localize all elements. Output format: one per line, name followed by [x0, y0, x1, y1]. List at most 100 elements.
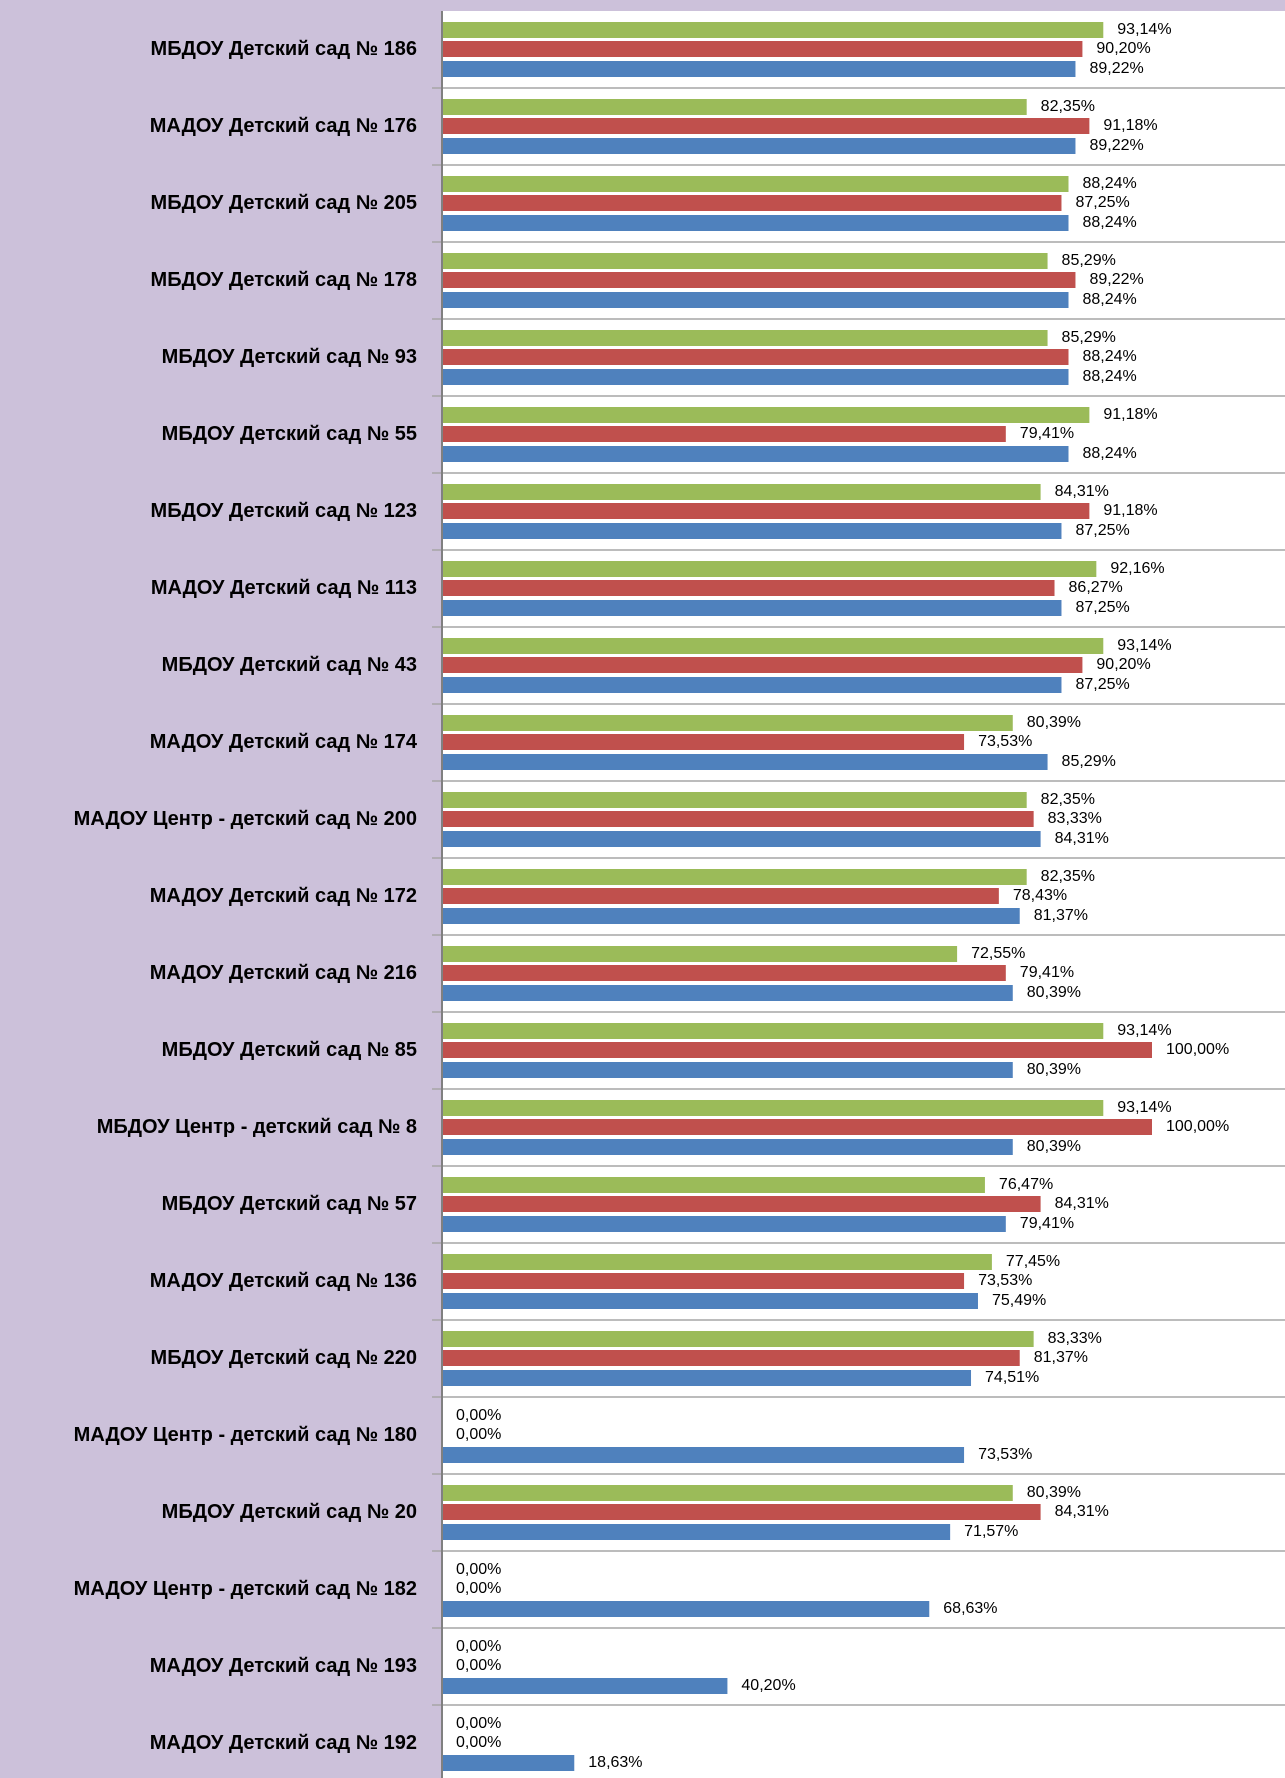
y-tick-label: МБДОУ Детский сад № 186 — [151, 38, 417, 60]
y-tick-label: МБДОУ Детский сад № 57 — [162, 1193, 417, 1215]
y-tick-label: МАДОУ Центр - детский сад № 182 — [74, 1578, 417, 1600]
y-tick-label: МАДОУ Детский сад № 172 — [150, 885, 417, 907]
bar — [442, 1370, 972, 1386]
y-tick-label: МБДОУ Детский сад № 178 — [151, 269, 417, 291]
value-label: 93,14% — [1117, 21, 1171, 38]
value-label: 93,14% — [1117, 637, 1171, 654]
value-label: 0,00% — [456, 1580, 501, 1597]
bar — [442, 1273, 965, 1289]
bar — [442, 965, 1006, 981]
value-label: 87,25% — [1075, 194, 1129, 211]
bar — [442, 61, 1076, 77]
y-tick-label: МБДОУ Детский сад № 20 — [162, 1501, 417, 1523]
value-label: 73,53% — [978, 733, 1032, 750]
bar — [442, 253, 1048, 269]
value-label: 87,25% — [1075, 522, 1129, 539]
value-label: 89,22% — [1089, 137, 1143, 154]
bar — [442, 138, 1076, 154]
value-label: 79,41% — [1020, 425, 1074, 442]
bar — [442, 330, 1048, 346]
bar — [442, 292, 1069, 308]
value-label: 88,24% — [1083, 175, 1137, 192]
value-label: 80,39% — [1027, 1138, 1081, 1155]
bar — [442, 1216, 1006, 1232]
value-label: 93,14% — [1117, 1099, 1171, 1116]
bar — [442, 754, 1048, 770]
bar — [442, 908, 1020, 924]
value-label: 93,14% — [1117, 1022, 1171, 1039]
bar — [442, 715, 1013, 731]
bar — [442, 946, 958, 962]
y-tick-label: МБДОУ Детский сад № 123 — [151, 500, 417, 522]
y-tick-label: МБДОУ Центр - детский сад № 8 — [97, 1116, 417, 1138]
value-label: 0,00% — [456, 1734, 501, 1751]
bar — [442, 811, 1034, 827]
y-tick-label: МАДОУ Детский сад № 216 — [150, 962, 417, 984]
value-label: 73,53% — [978, 1272, 1032, 1289]
bar — [442, 734, 965, 750]
value-label: 85,29% — [1062, 753, 1116, 770]
bar — [442, 523, 1062, 539]
value-label: 76,47% — [999, 1176, 1053, 1193]
bar — [442, 1139, 1013, 1155]
bar — [442, 41, 1083, 57]
value-label: 84,31% — [1055, 1503, 1109, 1520]
value-label: 90,20% — [1096, 40, 1150, 57]
bar — [442, 22, 1104, 38]
value-label: 88,24% — [1083, 445, 1137, 462]
y-tick-label: МБДОУ Детский сад № 93 — [162, 346, 417, 368]
value-label: 85,29% — [1062, 252, 1116, 269]
bar — [442, 831, 1041, 847]
bar — [442, 1196, 1041, 1212]
value-label: 100,00% — [1166, 1118, 1229, 1135]
value-label: 91,18% — [1103, 406, 1157, 423]
y-tick-label: МБДОУ Детский сад № 55 — [162, 423, 417, 445]
bar — [442, 869, 1027, 885]
value-label: 84,31% — [1055, 483, 1109, 500]
value-label: 88,24% — [1083, 348, 1137, 365]
y-tick-label: МБДОУ Детский сад № 220 — [151, 1347, 417, 1369]
value-label: 87,25% — [1075, 676, 1129, 693]
bar — [442, 446, 1069, 462]
bar — [442, 369, 1069, 385]
bar — [442, 118, 1090, 134]
value-label: 80,39% — [1027, 1061, 1081, 1078]
value-label: 77,45% — [1006, 1253, 1060, 1270]
value-label: 81,37% — [1034, 1349, 1088, 1366]
y-tick-label: МАДОУ Детский сад № 192 — [150, 1732, 417, 1754]
value-label: 88,24% — [1083, 291, 1137, 308]
bar — [442, 1023, 1104, 1039]
bar — [442, 1062, 1013, 1078]
value-label: 88,24% — [1083, 214, 1137, 231]
value-label: 80,39% — [1027, 984, 1081, 1001]
bar — [442, 176, 1069, 192]
y-tick-label: МАДОУ Центр - детский сад № 180 — [74, 1424, 417, 1446]
value-label: 0,00% — [456, 1561, 501, 1578]
bar — [442, 1524, 951, 1540]
value-label: 82,35% — [1041, 868, 1095, 885]
value-label: 89,22% — [1089, 271, 1143, 288]
value-label: 78,43% — [1013, 887, 1067, 904]
bar — [442, 1100, 1104, 1116]
bar — [442, 215, 1069, 231]
bar — [442, 792, 1027, 808]
value-label: 81,37% — [1034, 907, 1088, 924]
bar — [442, 657, 1083, 673]
value-label: 79,41% — [1020, 1215, 1074, 1232]
bar — [442, 99, 1027, 115]
y-tick-label: МАДОУ Детский сад № 113 — [151, 577, 417, 599]
y-tick-label: МАДОУ Детский сад № 136 — [150, 1270, 417, 1292]
bar — [442, 349, 1069, 365]
value-label: 80,39% — [1027, 714, 1081, 731]
bar — [442, 1331, 1034, 1347]
value-label: 91,18% — [1103, 117, 1157, 134]
value-label: 84,31% — [1055, 1195, 1109, 1212]
y-tick-label: МБДОУ Детский сад № 205 — [151, 192, 417, 214]
y-tick-label: МАДОУ Детский сад № 193 — [150, 1655, 417, 1677]
bar — [442, 1601, 930, 1617]
bar — [442, 503, 1090, 519]
value-label: 86,27% — [1069, 579, 1123, 596]
value-label: 75,49% — [992, 1292, 1046, 1309]
bar — [442, 484, 1041, 500]
value-label: 0,00% — [456, 1638, 501, 1655]
